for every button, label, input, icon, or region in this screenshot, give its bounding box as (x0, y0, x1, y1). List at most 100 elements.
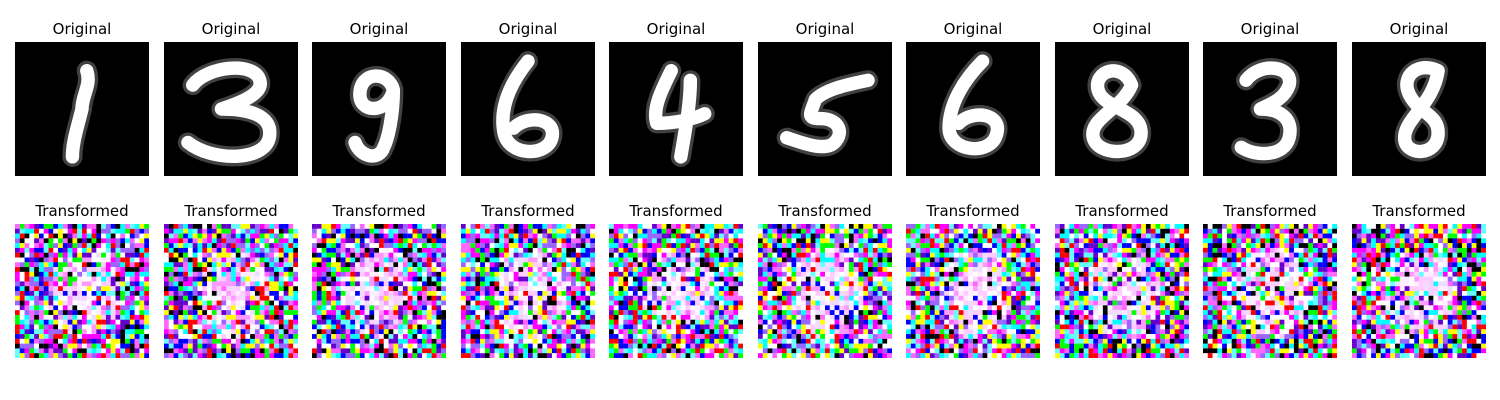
noise-pixel (388, 271, 394, 277)
noise-pixel (207, 257, 212, 263)
noise-pixel (537, 305, 543, 311)
noise-pixel (618, 324, 624, 330)
noise-pixel (820, 281, 826, 287)
noise-pixel (207, 233, 212, 239)
noise-pixel (350, 247, 356, 253)
noise-pixel (283, 286, 289, 292)
noise-pixel (254, 243, 260, 249)
noise-pixel (680, 324, 686, 330)
noise-pixel (609, 257, 614, 263)
original-title-8: Original (1092, 20, 1152, 38)
noise-pixel (877, 329, 883, 335)
noise-pixel (934, 247, 940, 253)
noise-pixel (628, 252, 634, 258)
noise-pixel (561, 276, 567, 282)
noise-pixel (407, 276, 413, 282)
noise-pixel (29, 300, 35, 306)
noise-pixel (528, 343, 533, 349)
noise-pixel (38, 338, 44, 344)
noise-pixel (436, 271, 442, 277)
noise-pixel (278, 334, 284, 339)
noise-pixel (470, 291, 476, 296)
noise-pixel (316, 262, 322, 268)
noise-pixel (207, 310, 212, 316)
noise-pixel (801, 300, 806, 306)
noise-pixel (96, 343, 102, 349)
noise-pixel (652, 286, 657, 292)
noise-pixel (887, 257, 892, 263)
noise-pixel (58, 295, 63, 301)
noise-pixel (571, 243, 576, 249)
noise-pixel (829, 271, 835, 277)
noise-pixel (695, 276, 701, 282)
noise-pixel (288, 338, 294, 344)
noise-pixel (240, 238, 246, 244)
noise-pixel (613, 238, 619, 244)
noise-pixel (24, 329, 30, 335)
noise-pixel (709, 262, 715, 268)
noise-pixel (829, 300, 835, 306)
noise-pixel (426, 257, 432, 263)
noise-pixel (699, 300, 705, 306)
noise-pixel (173, 262, 179, 268)
noise-pixel (848, 329, 854, 335)
noise-pixel (407, 247, 413, 253)
noise-pixel (801, 262, 806, 268)
noise-pixel (129, 281, 135, 287)
noise-pixel (796, 224, 802, 229)
noise-pixel (723, 224, 729, 229)
noise-pixel (350, 343, 356, 349)
noise-pixel (475, 324, 481, 330)
noise-pixel (925, 247, 931, 253)
noise-pixel (340, 257, 346, 263)
noise-pixel (91, 252, 97, 258)
noise-pixel (129, 238, 135, 244)
noise-pixel (872, 257, 878, 263)
noise-pixel (499, 319, 505, 325)
noise-pixel (58, 286, 63, 292)
noise-pixel (207, 228, 212, 234)
noise-pixel (15, 343, 20, 349)
noise-pixel (825, 271, 830, 277)
noise-pixel (86, 348, 92, 354)
noise-pixel (125, 319, 130, 325)
noise-pixel (331, 348, 337, 354)
noise-pixel (575, 238, 581, 244)
noise-pixel (345, 243, 351, 249)
noise-pixel (499, 276, 505, 282)
noise-pixel (24, 257, 30, 263)
noise-pixel (38, 300, 44, 306)
noise-pixel (393, 348, 399, 354)
noise-pixel (422, 271, 427, 277)
noise-pixel (283, 276, 289, 282)
noise-pixel (699, 286, 705, 292)
noise-pixel (723, 348, 729, 354)
noise-pixel (690, 310, 696, 316)
noise-pixel (910, 238, 916, 244)
noise-pixel (15, 247, 20, 253)
noise-pixel (250, 243, 256, 249)
noise-pixel (226, 271, 232, 277)
noise-pixel (661, 338, 667, 344)
noise-pixel (494, 291, 500, 296)
noise-pixel (374, 291, 380, 296)
noise-pixel (221, 262, 227, 268)
noise-pixel (868, 257, 873, 263)
noise-pixel (551, 348, 557, 354)
noise-pixel (590, 271, 595, 277)
noise-pixel (647, 257, 653, 263)
noise-pixel (38, 233, 44, 239)
noise-pixel (192, 224, 198, 229)
noise-pixel (359, 319, 365, 325)
noise-pixel (53, 276, 59, 282)
noise-pixel (848, 338, 854, 344)
noise-pixel (86, 228, 92, 234)
noise-pixel (269, 271, 275, 277)
noise-pixel (628, 353, 634, 358)
noise-pixel (178, 271, 184, 277)
noise-pixel (312, 267, 317, 272)
transformed-title-6: Transformed (778, 202, 872, 220)
noise-pixel (777, 238, 783, 244)
noise-pixel (767, 319, 773, 325)
noise-pixel (676, 286, 681, 292)
